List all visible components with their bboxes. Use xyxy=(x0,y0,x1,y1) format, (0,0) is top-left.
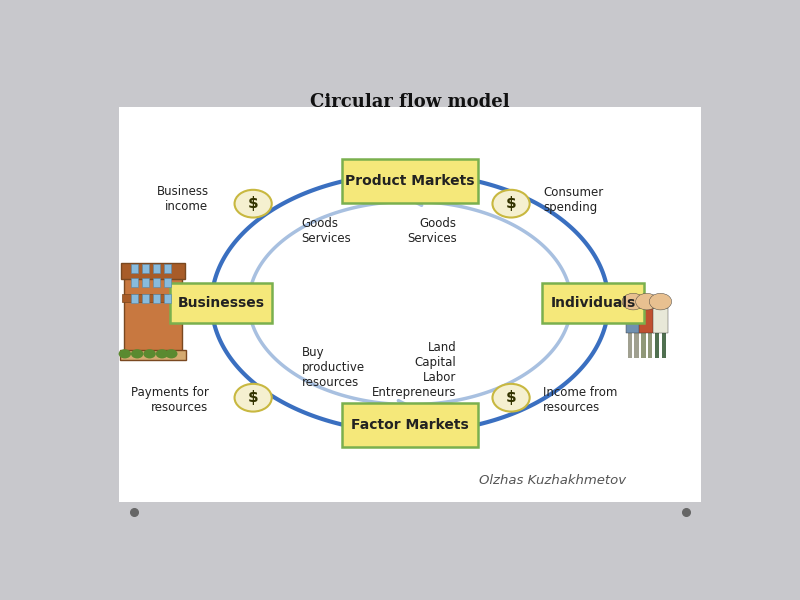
FancyBboxPatch shape xyxy=(342,403,478,448)
FancyBboxPatch shape xyxy=(131,264,138,273)
FancyBboxPatch shape xyxy=(131,278,138,287)
FancyBboxPatch shape xyxy=(120,350,186,360)
Circle shape xyxy=(118,349,131,358)
FancyBboxPatch shape xyxy=(142,294,149,303)
Circle shape xyxy=(493,384,530,412)
Circle shape xyxy=(165,349,178,358)
FancyBboxPatch shape xyxy=(662,331,666,358)
FancyBboxPatch shape xyxy=(542,283,644,323)
Text: Income from
resources: Income from resources xyxy=(543,386,618,414)
FancyBboxPatch shape xyxy=(154,278,160,287)
Circle shape xyxy=(650,293,672,310)
Text: $: $ xyxy=(248,196,258,211)
Text: Product Markets: Product Markets xyxy=(346,173,474,188)
FancyBboxPatch shape xyxy=(170,283,272,323)
FancyBboxPatch shape xyxy=(642,331,646,358)
FancyBboxPatch shape xyxy=(648,331,653,358)
Text: $: $ xyxy=(506,390,516,405)
FancyBboxPatch shape xyxy=(154,264,160,273)
FancyBboxPatch shape xyxy=(165,264,171,273)
FancyBboxPatch shape xyxy=(122,293,184,302)
FancyBboxPatch shape xyxy=(121,263,185,279)
Text: Goods
Services: Goods Services xyxy=(406,217,457,245)
Circle shape xyxy=(156,349,168,358)
FancyBboxPatch shape xyxy=(653,308,668,333)
Text: Land
Capital
Labor
Entrepreneurs: Land Capital Labor Entrepreneurs xyxy=(372,341,457,399)
Circle shape xyxy=(234,384,272,412)
FancyBboxPatch shape xyxy=(626,308,641,333)
Circle shape xyxy=(622,293,644,310)
Circle shape xyxy=(131,349,143,358)
Text: Payments for
resources: Payments for resources xyxy=(130,386,209,414)
Text: Consumer
spending: Consumer spending xyxy=(543,187,603,214)
FancyBboxPatch shape xyxy=(628,331,632,358)
FancyBboxPatch shape xyxy=(639,308,654,333)
Text: Olzhas Kuzhakhmetov: Olzhas Kuzhakhmetov xyxy=(479,475,626,487)
Text: $: $ xyxy=(506,196,516,211)
Text: Circular flow model: Circular flow model xyxy=(310,93,510,111)
FancyBboxPatch shape xyxy=(165,278,171,287)
FancyBboxPatch shape xyxy=(342,158,478,203)
Text: Goods
Services: Goods Services xyxy=(302,217,351,245)
FancyBboxPatch shape xyxy=(655,331,659,358)
Text: Individuals: Individuals xyxy=(550,296,635,310)
Text: Businesses: Businesses xyxy=(178,296,264,310)
Circle shape xyxy=(143,349,156,358)
Circle shape xyxy=(493,190,530,218)
FancyBboxPatch shape xyxy=(142,278,149,287)
FancyBboxPatch shape xyxy=(165,294,171,303)
Circle shape xyxy=(234,190,272,218)
Text: Business
income: Business income xyxy=(156,185,209,213)
FancyBboxPatch shape xyxy=(118,107,702,502)
FancyBboxPatch shape xyxy=(142,264,149,273)
Circle shape xyxy=(636,293,658,310)
FancyBboxPatch shape xyxy=(154,294,160,303)
Text: Factor Markets: Factor Markets xyxy=(351,418,469,433)
FancyBboxPatch shape xyxy=(131,294,138,303)
FancyBboxPatch shape xyxy=(634,331,638,358)
Text: Buy
productive
resources: Buy productive resources xyxy=(302,346,365,389)
FancyBboxPatch shape xyxy=(123,266,182,352)
Text: $: $ xyxy=(248,390,258,405)
